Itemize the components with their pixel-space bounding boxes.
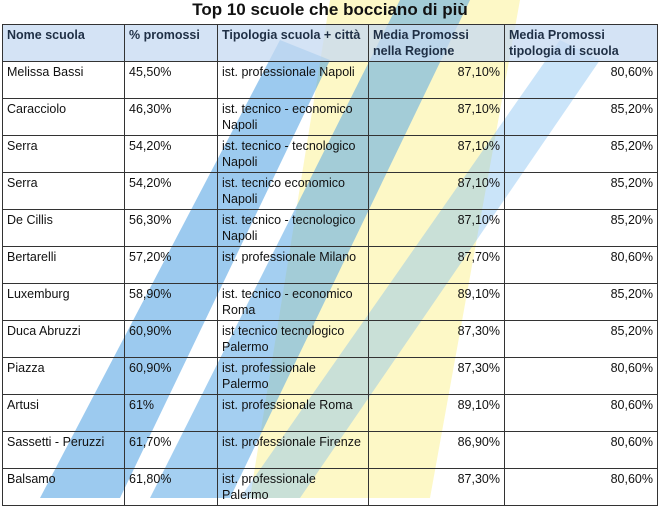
table-cell: 85,20% [504,172,658,210]
table-cell: De Cillis [2,209,125,247]
table-row: Sassetti - Peruzzi 61,70% ist. professiona… [2,431,658,469]
table-row: Piazza 60,90% ist. professionale Palermo 87… [2,357,658,395]
table-cell: Luxemburg [2,283,125,321]
table-cell: 87,30% [368,357,505,395]
column-header: Media Promossi nella Regione [368,24,505,62]
table-cell: 61% [124,394,218,432]
table-cell: 45,50% [124,61,218,99]
table-row: De Cillis 56,30% ist. tecnico - tecnologic… [2,209,658,247]
table-cell: 89,10% [368,283,505,321]
table-cell: ist. tecnico - tecnologico Napoli [217,135,369,173]
table-cell: ist. tecnico - economico Roma [217,283,369,321]
table-cell: 87,10% [368,135,505,173]
column-header: Tipologia scuola + città [217,24,369,62]
table-cell: 80,60% [504,431,658,469]
table-cell: 80,60% [504,61,658,99]
table-cell: 87,10% [368,172,505,210]
table-cell: ist. professionale Palermo [217,357,369,395]
table-row: Bertarelli 57,20% ist. professionale Milan… [2,246,658,284]
table-cell: 87,30% [368,468,505,506]
table-cell: ist. professionale Napoli [217,61,369,99]
table-cell: 87,10% [368,209,505,247]
header-row: Nome scuola % promossi Tipologia scuola … [2,24,658,62]
table-cell: 85,20% [504,135,658,173]
table-cell: Piazza [2,357,125,395]
table-cell: Caracciolo [2,98,125,136]
table-cell: 61,70% [124,431,218,469]
table-cell: ist. professionale Firenze [217,431,369,469]
table-cell: 85,20% [504,283,658,321]
table-cell: 58,90% [124,283,218,321]
table-cell: ist. tecnico economico Napoli [217,172,369,210]
table-row: Duca Abruzzi 60,90% ist tecnico tecnologic… [2,320,658,358]
table-cell: 87,30% [368,320,505,358]
table-cell: 89,10% [368,394,505,432]
table-cell: 85,20% [504,98,658,136]
column-header: % promossi [124,24,218,62]
table-cell: 54,20% [124,172,218,210]
table-cell: Bertarelli [2,246,125,284]
table-cell: 61,80% [124,468,218,506]
table-cell: Duca Abruzzi [2,320,125,358]
table-title: Top 10 scuole che bocciano di più [2,0,658,25]
table-cell: 54,20% [124,135,218,173]
table-cell: 87,10% [368,61,505,99]
table-row: Artusi 61% ist. professionale Roma 89,10% 80… [2,394,658,432]
table-row: Serra 54,20% ist. tecnico economico Napoli… [2,172,658,210]
column-header: Media Promossi tipologia di scuola [504,24,658,62]
table-cell: 46,30% [124,98,218,136]
table-cell: ist. professionale Palermo [217,468,369,506]
table-cell: Serra [2,135,125,173]
table-cell: 80,60% [504,394,658,432]
table-cell: Sassetti - Peruzzi [2,431,125,469]
table-cell: 87,70% [368,246,505,284]
table-cell: Balsamo [2,468,125,506]
table-cell: 57,20% [124,246,218,284]
table-row: Caracciolo 46,30% ist. tecnico - economico… [2,98,658,136]
table-row: Balsamo 61,80% ist. professionale Palermo 8… [2,468,658,506]
table-cell: 56,30% [124,209,218,247]
table-row: Melissa Bassi 45,50% ist. professionale Na… [2,61,658,99]
table-row: Luxemburg 58,90% ist. tecnico - economico … [2,283,658,321]
table-cell: 86,90% [368,431,505,469]
table-cell: ist. tecnico - economico Napoli [217,98,369,136]
table-row: Serra 54,20% ist. tecnico - tecnologico Na… [2,135,658,173]
table-cell: 85,20% [504,320,658,358]
table-cell: ist. professionale Milano [217,246,369,284]
table-cell: 87,10% [368,98,505,136]
table-cell: Serra [2,172,125,210]
table-cell: ist. professionale Roma [217,394,369,432]
table-cell: 80,60% [504,468,658,506]
table-cell: 60,90% [124,320,218,358]
table-cell: Melissa Bassi [2,61,125,99]
table-cell: ist tecnico tecnologico Palermo [217,320,369,358]
column-header: Nome scuola [2,24,125,62]
table-cell: 80,60% [504,246,658,284]
table-cell: Artusi [2,394,125,432]
table-cell: 80,60% [504,357,658,395]
table-cell: 60,90% [124,357,218,395]
table-cell: 85,20% [504,209,658,247]
table-cell: ist. tecnico - tecnologico Napoli [217,209,369,247]
